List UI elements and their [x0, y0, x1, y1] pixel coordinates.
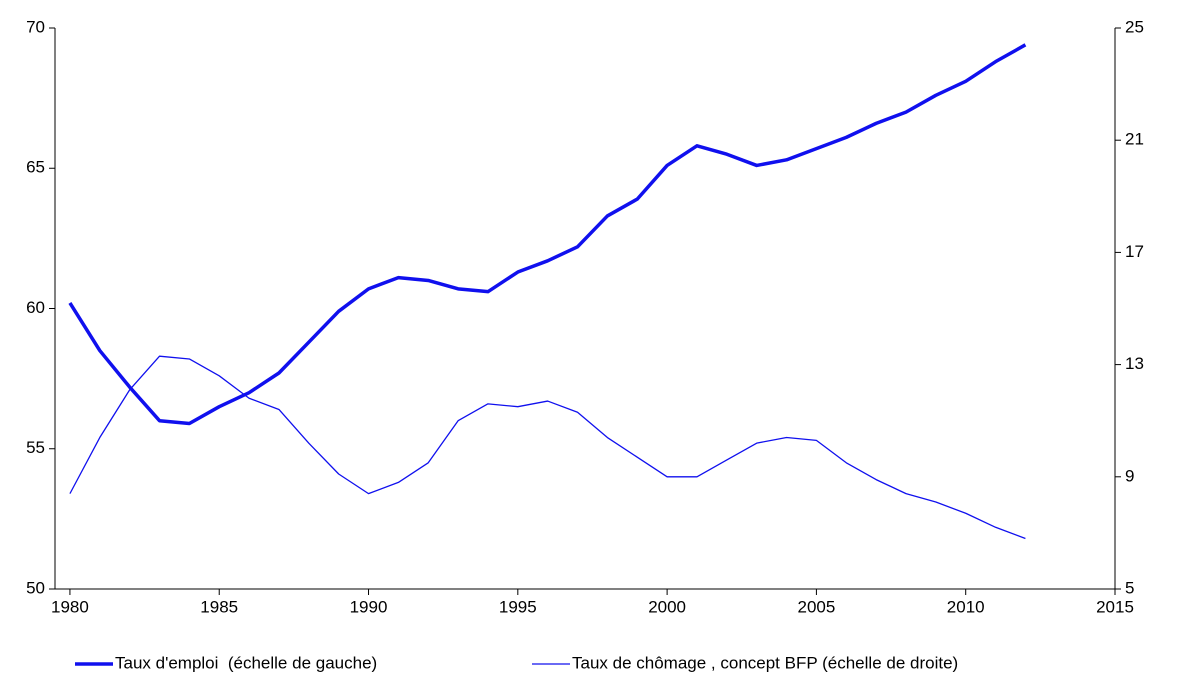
x-tick-label: 1995 [499, 597, 537, 616]
series-line [68, 43, 1027, 426]
y2-tick-label: 21 [1125, 130, 1144, 149]
x-tick-label: 2000 [648, 597, 686, 616]
y-tick-label: 50 [26, 578, 45, 597]
y-tick-label: 55 [26, 438, 45, 457]
legend-label: Taux d'emploi (échelle de gauche) [115, 653, 377, 672]
x-tick-label: 2005 [797, 597, 835, 616]
series-line [69, 355, 1026, 540]
x-tick-label: 2015 [1096, 597, 1134, 616]
y2-tick-label: 13 [1125, 354, 1144, 373]
y2-tick-label: 5 [1125, 578, 1134, 597]
y-tick-label: 60 [26, 298, 45, 317]
legend-label: Taux de chômage , concept BFP (échelle d… [572, 653, 958, 672]
y2-tick-label: 25 [1125, 17, 1144, 36]
y-tick-label: 65 [26, 158, 45, 177]
x-tick-label: 1980 [51, 597, 89, 616]
y-tick-label: 70 [26, 17, 45, 36]
y2-tick-label: 9 [1125, 466, 1134, 485]
y2-tick-label: 17 [1125, 242, 1144, 261]
x-tick-label: 1985 [200, 597, 238, 616]
x-tick-label: 1990 [350, 597, 388, 616]
x-tick-label: 2010 [947, 597, 985, 616]
